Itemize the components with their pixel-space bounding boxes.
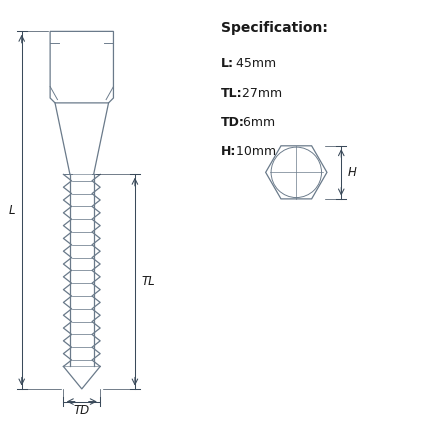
Text: TL:: TL: — [221, 87, 242, 99]
Text: Specification:: Specification: — [221, 21, 328, 35]
Polygon shape — [64, 174, 100, 366]
Text: 27mm: 27mm — [238, 87, 282, 99]
Text: TL: TL — [141, 275, 155, 288]
Text: TD: TD — [74, 404, 90, 417]
Polygon shape — [266, 146, 327, 199]
Polygon shape — [70, 174, 93, 366]
Text: TD:: TD: — [221, 116, 245, 129]
Text: 45mm: 45mm — [232, 57, 276, 70]
Text: 6mm: 6mm — [239, 116, 275, 129]
Polygon shape — [50, 32, 113, 103]
Text: H:: H: — [221, 145, 236, 158]
Text: L:: L: — [221, 57, 234, 70]
Text: L: L — [9, 204, 15, 217]
Text: 10mm: 10mm — [232, 145, 276, 158]
Text: H: H — [348, 166, 357, 179]
